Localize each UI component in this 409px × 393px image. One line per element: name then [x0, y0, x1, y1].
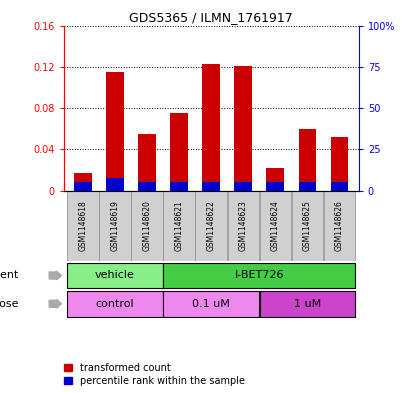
- Bar: [330, 182, 348, 191]
- Bar: [202, 182, 220, 191]
- Text: vehicle: vehicle: [95, 270, 135, 281]
- Bar: [266, 182, 283, 191]
- Text: agent: agent: [0, 270, 18, 281]
- Text: GSM1148621: GSM1148621: [174, 200, 183, 252]
- Bar: [298, 182, 315, 191]
- Bar: [138, 134, 155, 191]
- Text: GSM1148624: GSM1148624: [270, 200, 279, 252]
- Bar: [259, 191, 290, 261]
- Text: dose: dose: [0, 299, 18, 309]
- Text: GSM1148620: GSM1148620: [142, 200, 151, 252]
- Bar: [323, 191, 354, 261]
- Bar: [170, 113, 187, 191]
- Bar: [67, 291, 162, 316]
- Bar: [74, 173, 91, 191]
- Bar: [99, 191, 130, 261]
- Bar: [67, 191, 98, 261]
- Bar: [195, 191, 226, 261]
- Bar: [74, 182, 91, 191]
- Text: GSM1148626: GSM1148626: [334, 200, 343, 252]
- Text: GSM1148619: GSM1148619: [110, 200, 119, 252]
- Bar: [106, 72, 124, 191]
- Text: I-BET726: I-BET726: [234, 270, 283, 281]
- Text: GSM1148622: GSM1148622: [206, 200, 215, 252]
- Bar: [131, 191, 162, 261]
- Text: 0.1 uM: 0.1 uM: [192, 299, 229, 309]
- Bar: [234, 66, 252, 191]
- Text: 1 uM: 1 uM: [293, 299, 320, 309]
- Bar: [330, 137, 348, 191]
- Bar: [298, 129, 315, 191]
- Text: GSM1148618: GSM1148618: [78, 200, 87, 252]
- Text: GSM1148625: GSM1148625: [302, 200, 311, 252]
- Bar: [291, 191, 322, 261]
- Bar: [259, 291, 354, 316]
- Bar: [163, 291, 258, 316]
- Bar: [266, 168, 283, 191]
- Text: GSM1148623: GSM1148623: [238, 200, 247, 252]
- Title: GDS5365 / ILMN_1761917: GDS5365 / ILMN_1761917: [129, 11, 292, 24]
- Bar: [234, 182, 252, 191]
- Bar: [67, 263, 162, 288]
- Legend: transformed count, percentile rank within the sample: transformed count, percentile rank withi…: [64, 363, 244, 386]
- Text: control: control: [95, 299, 134, 309]
- Bar: [202, 64, 220, 191]
- Bar: [138, 182, 155, 191]
- Bar: [106, 178, 124, 191]
- Bar: [227, 191, 258, 261]
- Bar: [163, 191, 194, 261]
- Bar: [163, 263, 354, 288]
- Bar: [170, 182, 187, 191]
